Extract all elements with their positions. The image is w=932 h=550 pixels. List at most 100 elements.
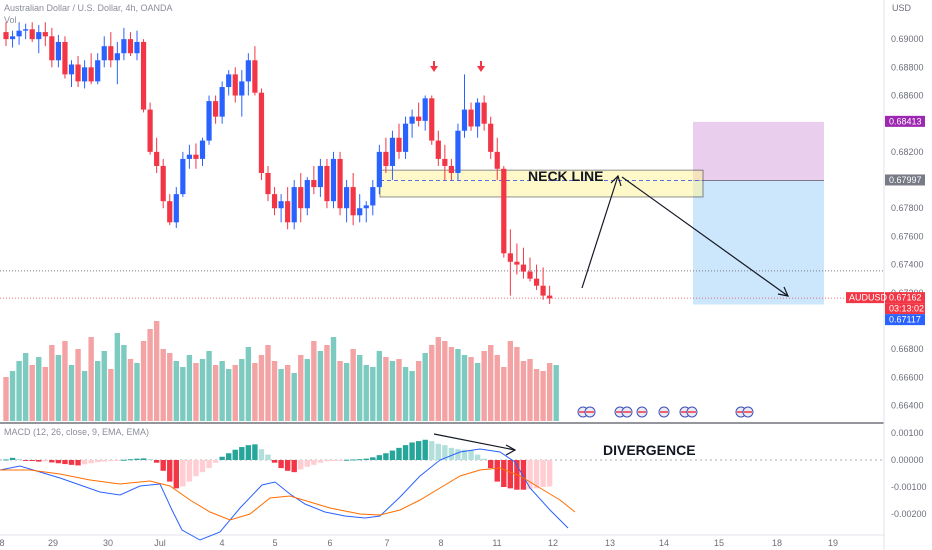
volume-bar	[455, 349, 461, 421]
macd-histogram-bar	[370, 457, 376, 460]
candle-body	[514, 261, 520, 265]
price-tick-label: 0.66800	[891, 344, 924, 354]
macd-histogram-bar	[258, 449, 265, 460]
candle-body	[271, 194, 278, 209]
macd-histogram-bar	[271, 460, 278, 463]
macd-label: MACD (12, 26, close, 9, EMA, EMA)	[4, 427, 150, 437]
price-badge	[885, 314, 925, 326]
macd-tick-label: 0.00100	[891, 428, 924, 438]
macd-histogram-bar	[199, 460, 206, 473]
symbol-badge-text: AUDUSD	[849, 293, 888, 303]
candle-body	[239, 81, 245, 96]
macd-histogram-bar	[317, 460, 324, 463]
volume-bar	[134, 363, 140, 421]
volume-bar	[350, 349, 356, 421]
candle-body	[29, 29, 35, 40]
volume-bar	[140, 341, 147, 421]
candle-body	[134, 41, 140, 54]
divergence-arrow-head	[505, 444, 517, 456]
time-tick-label: 8	[0, 538, 5, 548]
macd-histogram-bar	[29, 460, 35, 461]
macd-histogram-bar	[330, 460, 337, 461]
candle-body	[108, 46, 114, 61]
price-badge	[885, 292, 925, 304]
volume-bar	[153, 321, 160, 421]
volume-bar	[36, 357, 42, 421]
volume-bar	[108, 369, 114, 421]
candle-body	[114, 53, 120, 61]
divergence-label: DIVERGENCE	[603, 442, 696, 458]
candle-body	[324, 165, 330, 202]
candle-body	[422, 98, 428, 121]
macd-histogram-bar	[468, 450, 474, 460]
macd-histogram-bar	[212, 460, 219, 463]
time-tick-label: 6	[327, 538, 332, 548]
candle-body	[127, 39, 134, 54]
macd-histogram-bar	[22, 460, 29, 461]
candle-body	[42, 32, 48, 37]
candle-body	[265, 173, 271, 195]
macd-histogram-bar	[265, 454, 271, 460]
volume-bar	[16, 361, 22, 421]
volume-bar	[62, 341, 68, 421]
volume-bar	[68, 365, 75, 421]
macd-histogram-bar	[95, 460, 101, 463]
time-tick-label: 15	[714, 538, 724, 548]
volume-bar	[173, 361, 179, 421]
volume-bar	[101, 351, 107, 421]
candle-body	[173, 194, 179, 223]
candle-body	[16, 30, 22, 37]
volume-bar	[88, 337, 94, 421]
candle-body	[298, 187, 304, 209]
volume-bar	[488, 345, 494, 421]
macd-histogram-bar	[350, 459, 356, 461]
macd-histogram-bar	[62, 460, 68, 465]
macd-histogram-bar	[415, 441, 422, 460]
candle-body	[232, 74, 238, 96]
price-tick-label: 0.67800	[891, 203, 924, 213]
candle-body	[193, 154, 199, 159]
volume-bar	[49, 345, 55, 421]
candle-body	[285, 201, 291, 223]
candle-body	[468, 109, 474, 127]
volume-bar	[553, 365, 559, 421]
macd-histogram-bar	[160, 460, 166, 471]
volume-bar	[389, 361, 396, 421]
macd-histogram-bar	[3, 459, 9, 461]
candle-body	[501, 168, 507, 254]
macd-histogram-bar	[527, 460, 533, 490]
volume-bar	[193, 363, 199, 421]
time-tick-label: 4	[219, 538, 224, 548]
volume-bar	[284, 365, 291, 421]
price-badge-text: 0.68413	[889, 116, 922, 126]
candle-body	[337, 158, 343, 209]
candle-body	[416, 116, 422, 121]
volume-bar	[514, 347, 520, 421]
volume-bar	[291, 373, 297, 421]
candle-body	[396, 137, 402, 152]
candle-body	[147, 109, 153, 152]
macd-tick-label: -0.00200	[891, 509, 927, 519]
candle-body	[442, 158, 448, 166]
candle-body	[206, 101, 212, 141]
volume-bar	[95, 361, 101, 421]
volume-bar	[357, 355, 363, 421]
price-badge	[885, 174, 925, 186]
projection-down-head	[777, 286, 790, 297]
volume-bar	[304, 359, 310, 421]
candle-body	[317, 165, 323, 188]
volume-bar	[298, 355, 304, 421]
macd-histogram-bar	[442, 445, 448, 460]
macd-histogram-bar	[422, 439, 428, 460]
candle-body	[62, 41, 68, 75]
volume-bar	[239, 359, 245, 421]
price-badge-text: 0.67162	[889, 293, 922, 303]
macd-histogram-bar	[494, 460, 500, 482]
volume-bar	[271, 361, 278, 421]
volume-bar	[461, 355, 468, 421]
candle-body	[167, 201, 173, 223]
price-tick-label: 0.68200	[891, 147, 924, 157]
macd-histogram-bar	[448, 447, 455, 460]
price-badge-text: 03:13:02	[889, 304, 924, 314]
